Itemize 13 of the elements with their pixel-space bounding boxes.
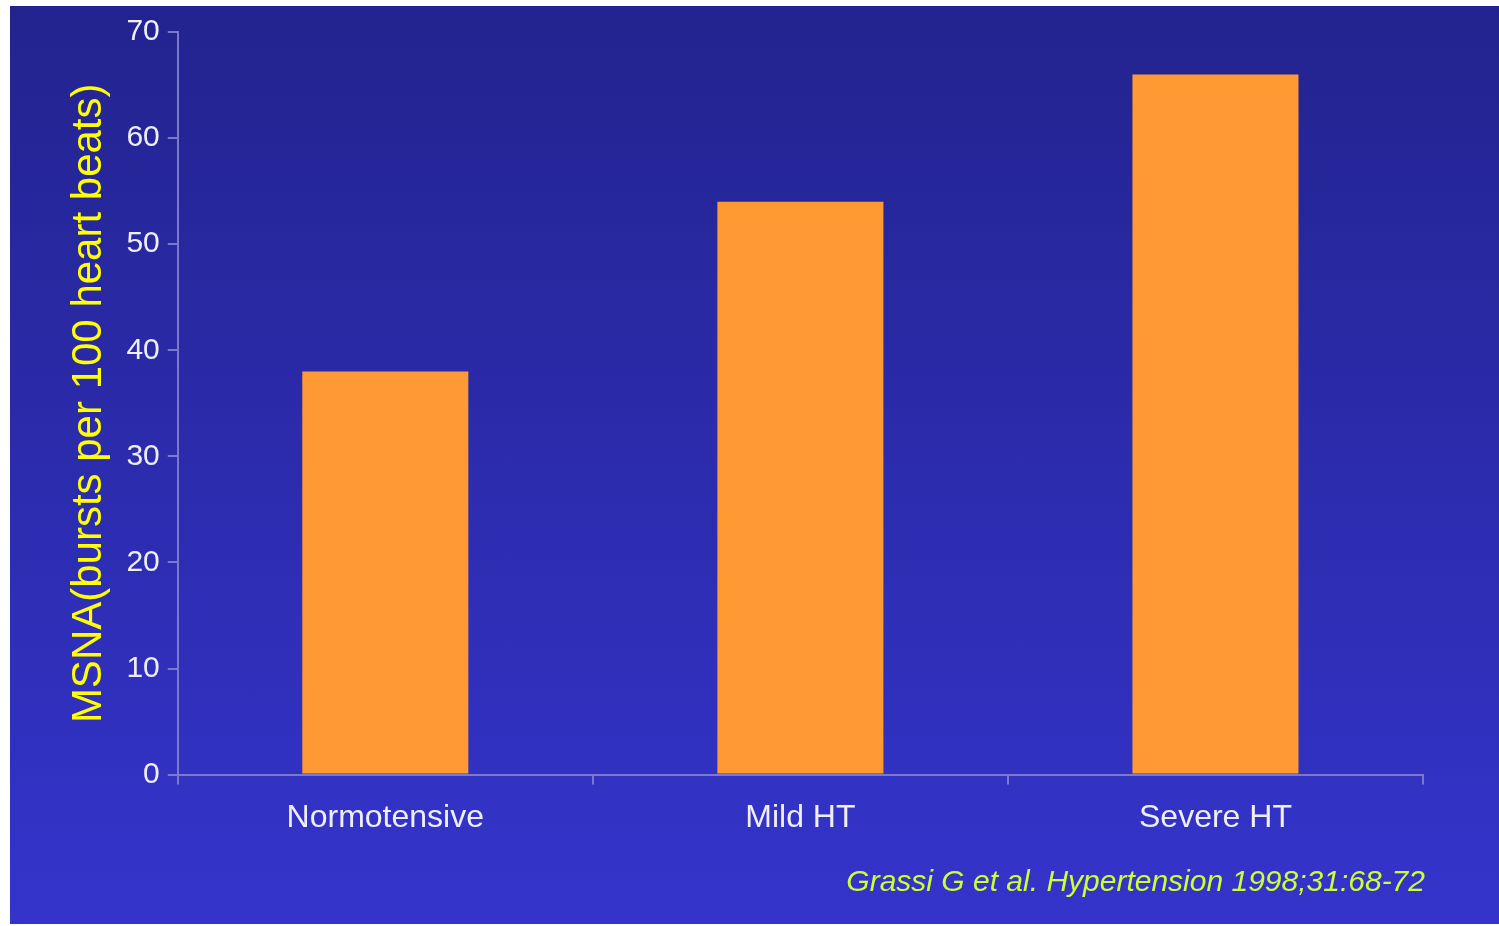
y-axis-title: MSNA(bursts per 100 heart beats) [62, 83, 110, 724]
y-tick-label: 50 [126, 225, 160, 259]
x-tick-label: Mild HT [745, 797, 856, 834]
x-tick-label: Severe HT [1138, 797, 1292, 834]
y-tick-label: 10 [126, 649, 160, 683]
x-tick-label: Normotensive [286, 797, 485, 834]
y-tick-label: 20 [126, 543, 160, 577]
y-tick-label: 60 [126, 119, 160, 153]
text: Grassi G et al. Hypertension 1998;31:68-72 [846, 864, 1425, 898]
y-tick-label: 30 [126, 437, 160, 471]
y-tick-label: 0 [143, 755, 160, 789]
y-tick-label: 40 [126, 331, 160, 365]
y-tick-label: 70 [126, 13, 160, 47]
